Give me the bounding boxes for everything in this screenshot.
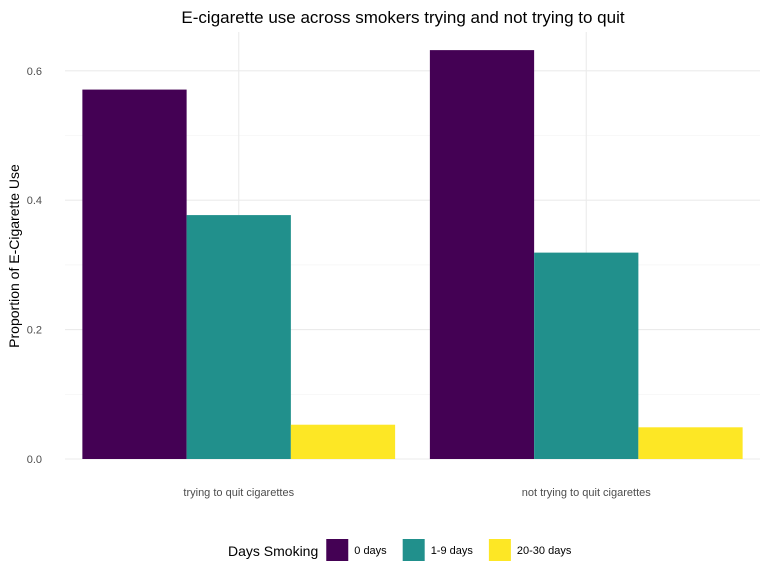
y-axis: 0.0 0.2 0.4 0.6 bbox=[27, 66, 42, 466]
bar bbox=[82, 89, 187, 460]
legend-key bbox=[326, 539, 349, 561]
chart-title: E-cigarette use across smokers trying an… bbox=[181, 8, 624, 27]
bar bbox=[290, 424, 396, 459]
bar bbox=[186, 215, 291, 459]
legend-label: 0 days bbox=[354, 545, 387, 557]
bar bbox=[534, 252, 639, 459]
legend-key bbox=[402, 539, 425, 561]
bars bbox=[82, 50, 743, 460]
y-tick-label: 0.2 bbox=[27, 325, 42, 337]
legend-label: 20-30 days bbox=[517, 545, 572, 557]
x-tick-label: trying to quit cigarettes bbox=[183, 487, 294, 499]
y-axis-title: Proportion of E-Cigarette Use bbox=[6, 164, 22, 348]
y-tick-label: 0.6 bbox=[27, 66, 42, 78]
bar bbox=[638, 427, 743, 459]
bar bbox=[429, 50, 535, 460]
y-tick-label: 0.4 bbox=[27, 195, 42, 207]
x-axis: trying to quit cigarettes not trying to q… bbox=[183, 487, 651, 499]
legend-label: 1-9 days bbox=[431, 545, 474, 557]
legend-key bbox=[488, 539, 511, 561]
x-tick-label: not trying to quit cigarettes bbox=[522, 487, 652, 499]
legend-title: Days Smoking bbox=[228, 543, 318, 559]
y-tick-label: 0.0 bbox=[27, 454, 42, 466]
legend: Days Smoking 0 days 1-9 days 20-30 days bbox=[228, 539, 572, 561]
